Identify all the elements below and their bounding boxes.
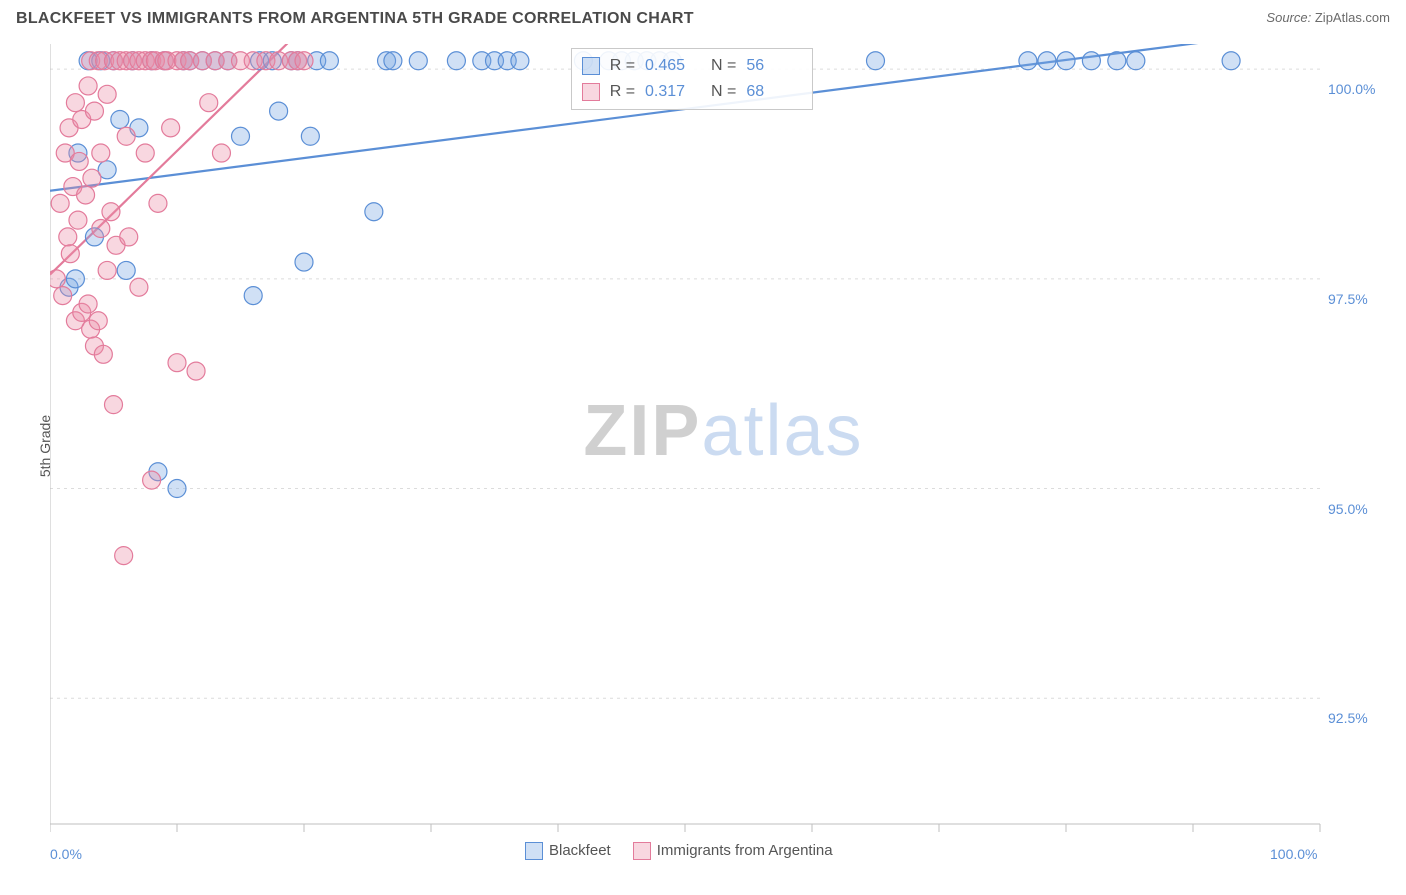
- n-value: 56: [746, 57, 802, 75]
- n-value: 68: [746, 83, 802, 101]
- chart-header: BLACKFEET VS IMMIGRANTS FROM ARGENTINA 5…: [0, 0, 1406, 34]
- y-tick-label: 95.0%: [1328, 501, 1368, 517]
- y-tick-label: 97.5%: [1328, 291, 1368, 307]
- r-label: R =: [610, 83, 635, 101]
- r-value: 0.465: [645, 57, 701, 75]
- stats-row: R = 0.317 N = 68: [582, 79, 803, 105]
- legend-swatch: [582, 83, 600, 101]
- n-label: N =: [711, 57, 736, 75]
- chart-title: BLACKFEET VS IMMIGRANTS FROM ARGENTINA 5…: [16, 10, 694, 28]
- legend-swatch: [582, 57, 600, 75]
- legend-item: Blackfeet: [525, 842, 611, 860]
- chart-area: 92.5%95.0%97.5%100.0% 0.0%100.0% ZIPatla…: [50, 44, 1390, 844]
- legend-swatch: [633, 842, 651, 860]
- stats-legend-box: R = 0.465 N = 56 R = 0.317 N = 68: [571, 48, 814, 110]
- legend-label: Immigrants from Argentina: [657, 842, 833, 859]
- source-attribution: Source: ZipAtlas.com: [1266, 10, 1390, 28]
- x-tick-label: 100.0%: [1270, 846, 1317, 862]
- legend-swatch: [525, 842, 543, 860]
- r-value: 0.317: [645, 83, 701, 101]
- r-label: R =: [610, 57, 635, 75]
- n-label: N =: [711, 83, 736, 101]
- y-tick-label: 92.5%: [1328, 710, 1368, 726]
- legend-item: Immigrants from Argentina: [633, 842, 833, 860]
- bottom-legend: Blackfeet Immigrants from Argentina: [525, 842, 833, 860]
- y-tick-label: 100.0%: [1328, 81, 1375, 97]
- legend-label: Blackfeet: [549, 842, 611, 859]
- stats-row: R = 0.465 N = 56: [582, 53, 803, 79]
- scatter-chart: [50, 44, 1390, 890]
- source-label: Source:: [1266, 10, 1311, 25]
- source-value: ZipAtlas.com: [1315, 10, 1390, 25]
- x-tick-label: 0.0%: [50, 846, 82, 862]
